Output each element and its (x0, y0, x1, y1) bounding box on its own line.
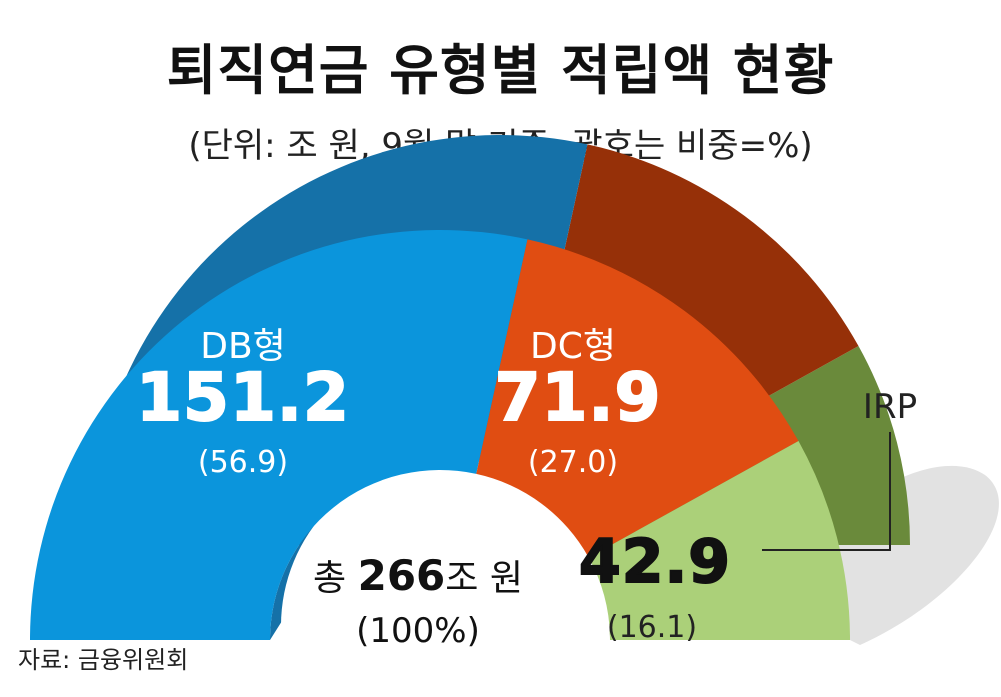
dc-share-label: (27.0) (528, 445, 618, 480)
total-prefix: 총 (313, 558, 358, 599)
chart-title: 퇴직연금 유형별 적립액 현황 (166, 39, 835, 102)
db-name-label: DB형 (200, 326, 286, 367)
total-label: 총 266조 원 (313, 551, 523, 600)
dc-value-label: 71.9 (495, 359, 662, 436)
irp-share-label: (16.1) (607, 610, 697, 645)
donut-hole (281, 457, 617, 626)
total-value: 266 (358, 551, 446, 600)
total-share-label: (100%) (356, 611, 480, 651)
irp-slice (588, 441, 850, 640)
irp-value-label: 42.9 (579, 527, 731, 597)
db-value-label: 151.2 (136, 359, 350, 436)
irp-name-label: IRP (863, 387, 917, 427)
db-share-label: (56.9) (198, 445, 288, 480)
source-note: 자료: 금융위원회 (18, 646, 189, 674)
dc-name-label: DC형 (530, 326, 616, 367)
total-suffix: 조 원 (445, 558, 523, 599)
irp-leader-line (762, 432, 891, 551)
dc-slice (476, 239, 799, 558)
db-slice (30, 229, 528, 640)
